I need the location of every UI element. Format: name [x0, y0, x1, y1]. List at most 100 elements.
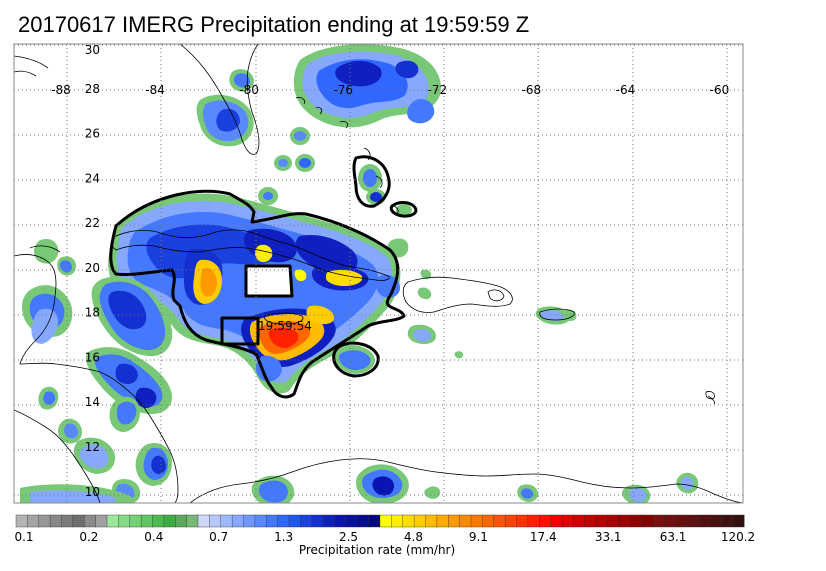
- colorbar-swatch: [197, 514, 210, 528]
- colorbar-swatch: [231, 514, 245, 528]
- colorbar-labels: 0.1 0.2 0.4 0.7 1.3 2.5 4.8 9.1 17.4 33.1 63.1 120.…: [14, 530, 755, 544]
- colorbar-swatch: [152, 514, 165, 528]
- colorbar-swatch: [630, 514, 643, 528]
- map-title: 20170617 IMERG Precipitation ending at 1…: [18, 12, 530, 37]
- colorbar-swatch: [618, 514, 631, 528]
- colorbar-swatch: [709, 514, 722, 528]
- colorbar-swatch: [300, 514, 313, 528]
- colorbar-swatch: [288, 514, 301, 528]
- colorbar-swatch: [368, 514, 381, 528]
- colorbar: [15, 514, 745, 528]
- rain-cell-honduras-coast: [22, 238, 76, 344]
- colorbar-label: 1.3: [274, 530, 293, 544]
- colorbar-swatch: [186, 514, 199, 528]
- lat-tick-label: 24: [85, 171, 100, 185]
- colorbar-swatch: [459, 514, 472, 528]
- colorbar-swatch: [391, 514, 404, 528]
- colorbar-swatch: [516, 514, 529, 528]
- plot-border: [13, 43, 744, 504]
- colorbar-swatch: [106, 514, 119, 528]
- colorbar-swatch: [675, 514, 688, 528]
- colorbar-swatch: [413, 514, 427, 528]
- colorbar-swatch: [311, 514, 324, 528]
- colorbar-swatch: [732, 514, 745, 528]
- colorbar-swatch: [425, 514, 438, 528]
- colorbar-swatch: [493, 514, 506, 528]
- lon-tick-label: -68: [522, 83, 542, 97]
- colorbar-swatch: [49, 514, 63, 528]
- colorbar-swatch: [573, 514, 586, 528]
- lon-tick-label: -84: [145, 83, 165, 97]
- lat-tick-label: 22: [85, 216, 100, 230]
- colorbar-swatch: [584, 514, 597, 528]
- colorbar-swatch: [266, 514, 279, 528]
- colorbar-label: 9.1: [469, 530, 488, 544]
- lat-tick-label: 30: [85, 43, 100, 57]
- colorbar-swatch: [95, 514, 108, 528]
- lat-tick-label: 26: [85, 127, 100, 141]
- colorbar-swatch: [641, 514, 654, 528]
- colorbar-swatch: [448, 514, 461, 528]
- gridlines: [14, 44, 743, 503]
- colorbar-label: 0.2: [79, 530, 98, 544]
- colorbar-swatch: [334, 514, 347, 528]
- coastlines: [14, 44, 743, 503]
- colorbar-swatch: [243, 514, 256, 528]
- lat-tick-label: 16: [85, 350, 100, 364]
- colorbar-swatch: [84, 514, 97, 528]
- lat-tick-label: 28: [85, 82, 100, 96]
- colorbar-title: Precipitation rate (mm/hr): [299, 543, 455, 557]
- colorbar-swatch: [652, 514, 665, 528]
- outline-contours: [109, 155, 418, 399]
- latitude-tick-labels: 30 28 26 24 22 20 18 16 14 12 10: [85, 43, 100, 499]
- colorbar-swatch: [118, 514, 131, 528]
- colorbar-label: 0.7: [209, 530, 228, 544]
- colorbar-swatch: [470, 514, 483, 528]
- colorbar-label: 4.8: [404, 530, 423, 544]
- lon-tick-label: -88: [51, 83, 71, 97]
- lat-tick-label: 14: [85, 395, 100, 409]
- colorbar-label: 0.4: [144, 530, 163, 544]
- colorbar-swatch: [664, 514, 677, 528]
- colorbar-swatch: [209, 514, 222, 528]
- lat-tick-label: 12: [85, 440, 100, 454]
- colorbar-swatch: [607, 514, 620, 528]
- lon-tick-label: -64: [616, 83, 636, 97]
- colorbar-swatch: [379, 514, 392, 528]
- colorbar-swatch: [129, 514, 142, 528]
- rain-cell-cayman-cuba: [91, 276, 173, 357]
- rain-cell-south: [20, 464, 699, 503]
- lat-tick-label: 18: [85, 306, 100, 320]
- colorbar-swatch: [686, 514, 700, 528]
- colorbar-label: 63.1: [660, 530, 687, 544]
- colorbar-swatch: [436, 514, 449, 528]
- colorbar-swatch: [254, 514, 267, 528]
- colorbar-swatch: [345, 514, 358, 528]
- rain-cell-small-north: [258, 127, 412, 216]
- lat-tick-label: 20: [85, 261, 100, 275]
- colorbar-swatch: [72, 514, 85, 528]
- colorbar-swatch: [277, 514, 290, 528]
- colorbar-swatch: [357, 514, 370, 528]
- colorbar-swatch: [38, 514, 51, 528]
- colorbar-swatch: [595, 514, 609, 528]
- colorbar-swatch: [561, 514, 574, 528]
- lon-tick-label: -76: [333, 83, 353, 97]
- colorbar-swatch: [482, 514, 495, 528]
- time-stamp: 19:59:54: [258, 319, 312, 333]
- colorbar-swatch: [175, 514, 188, 528]
- colorbar-swatch: [322, 514, 336, 528]
- colorbar-swatch: [539, 514, 552, 528]
- colorbar-swatch: [527, 514, 540, 528]
- colorbar-swatch: [163, 514, 176, 528]
- colorbar-swatch: [504, 514, 518, 528]
- longitude-tick-labels: -88 -84 -80 -76 -72 -68 -64 -60: [51, 83, 729, 97]
- lon-tick-label: -80: [239, 83, 259, 97]
- colorbar-swatch: [220, 514, 233, 528]
- rain-cell-bahamas-north: [293, 44, 441, 128]
- colorbar-swatch: [27, 514, 40, 528]
- colorbar-label: 33.1: [595, 530, 622, 544]
- colorbar-label: 0.1: [14, 530, 33, 544]
- colorbar-label: 120.2: [721, 530, 755, 544]
